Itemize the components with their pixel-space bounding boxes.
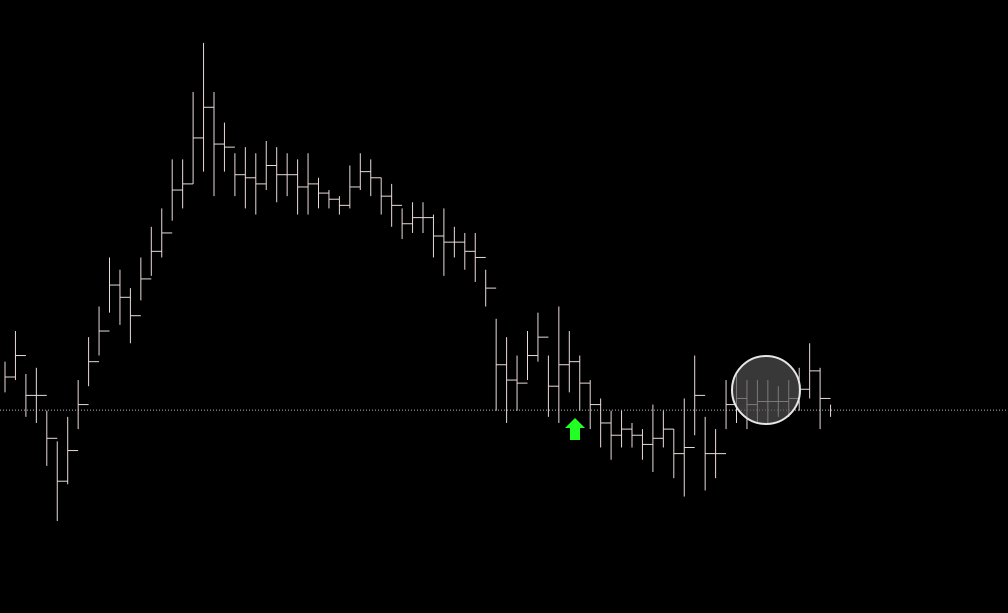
buy-arrow	[565, 418, 585, 440]
cursor-circle	[731, 355, 801, 425]
